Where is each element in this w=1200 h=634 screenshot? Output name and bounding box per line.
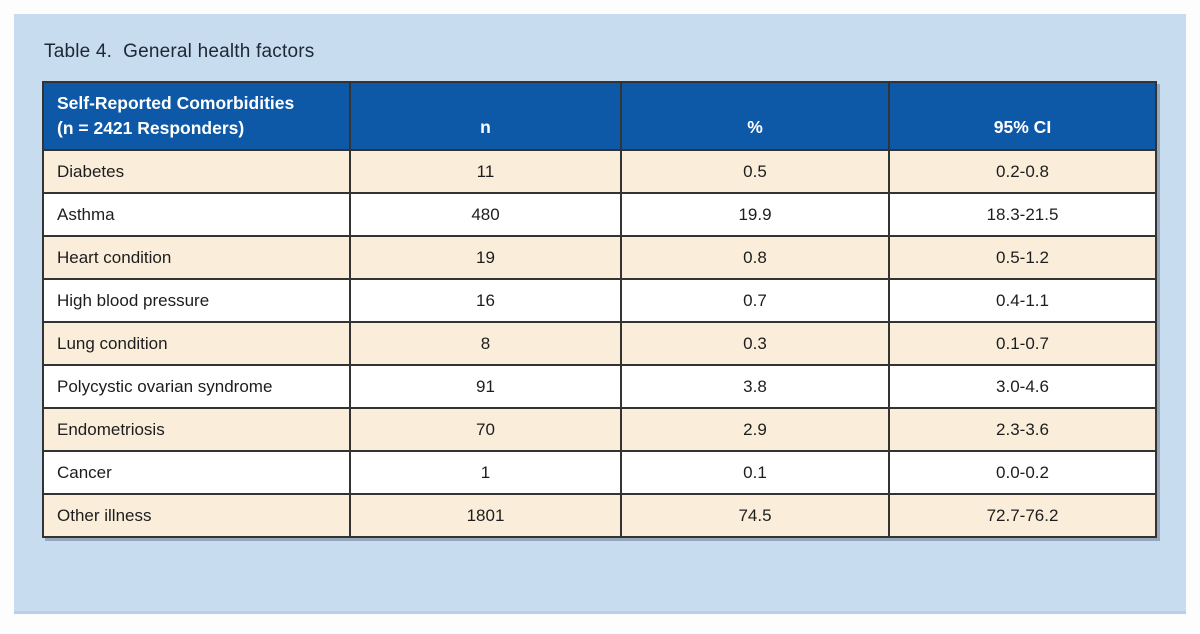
table-row: Lung condition 8 0.3 0.1-0.7: [42, 321, 1157, 366]
row-label-cell: Other illness: [42, 493, 351, 538]
ci-cell: 18.3-21.5: [888, 192, 1157, 237]
row-label-cell: Heart condition: [42, 235, 351, 280]
row-label-cell: Diabetes: [42, 149, 351, 194]
percent-cell: 0.5: [620, 149, 890, 194]
ci-cell: 0.0-0.2: [888, 450, 1157, 495]
table-row: Other illness 1801 74.5 72.7-76.2: [42, 493, 1157, 538]
ci-cell: 72.7-76.2: [888, 493, 1157, 538]
n-cell: 480: [349, 192, 622, 237]
ci-cell: 0.1-0.7: [888, 321, 1157, 366]
row-label-cell: Polycystic ovarian syndrome: [42, 364, 351, 409]
n-cell: 8: [349, 321, 622, 366]
ci-cell: 0.2-0.8: [888, 149, 1157, 194]
column-header-comorbidities-line1: Self-Reported Comorbidities: [57, 93, 295, 113]
table-title: Table 4. General health factors: [44, 41, 315, 62]
table-row: Heart condition 19 0.8 0.5-1.2: [42, 235, 1157, 280]
percent-cell: 0.7: [620, 278, 890, 323]
n-cell: 91: [349, 364, 622, 409]
percent-cell: 74.5: [620, 493, 890, 538]
figure-panel: Table 4. General health factors Self-Rep…: [14, 14, 1186, 614]
table-row: Cancer 1 0.1 0.0-0.2: [42, 450, 1157, 495]
column-header-n: n: [349, 81, 622, 151]
column-header-percent: %: [620, 81, 890, 151]
ci-cell: 0.4-1.1: [888, 278, 1157, 323]
table-row: Asthma 480 19.9 18.3-21.5: [42, 192, 1157, 237]
n-cell: 1: [349, 450, 622, 495]
table-row: High blood pressure 16 0.7 0.4-1.1: [42, 278, 1157, 323]
percent-cell: 2.9: [620, 407, 890, 452]
n-cell: 70: [349, 407, 622, 452]
row-label-cell: Asthma: [42, 192, 351, 237]
health-factors-table: Self-Reported Comorbidities (n = 2421 Re…: [42, 81, 1157, 538]
table-row: Endometriosis 70 2.9 2.3-3.6: [42, 407, 1157, 452]
row-label-cell: Cancer: [42, 450, 351, 495]
ci-cell: 2.3-3.6: [888, 407, 1157, 452]
table-row: Diabetes 11 0.5 0.2-0.8: [42, 149, 1157, 194]
ci-cell: 0.5-1.2: [888, 235, 1157, 280]
percent-cell: 0.8: [620, 235, 890, 280]
column-header-comorbidities: Self-Reported Comorbidities (n = 2421 Re…: [42, 81, 351, 151]
table-header-row: Self-Reported Comorbidities (n = 2421 Re…: [42, 81, 1157, 151]
percent-cell: 0.1: [620, 450, 890, 495]
n-cell: 19: [349, 235, 622, 280]
n-cell: 11: [349, 149, 622, 194]
percent-cell: 0.3: [620, 321, 890, 366]
row-label-cell: High blood pressure: [42, 278, 351, 323]
percent-cell: 3.8: [620, 364, 890, 409]
n-cell: 1801: [349, 493, 622, 538]
ci-cell: 3.0-4.6: [888, 364, 1157, 409]
row-label-cell: Endometriosis: [42, 407, 351, 452]
row-label-cell: Lung condition: [42, 321, 351, 366]
n-cell: 16: [349, 278, 622, 323]
column-header-comorbidities-line2: (n = 2421 Responders): [57, 118, 245, 138]
table-row: Polycystic ovarian syndrome 91 3.8 3.0-4…: [42, 364, 1157, 409]
column-header-ci: 95% CI: [888, 81, 1157, 151]
percent-cell: 19.9: [620, 192, 890, 237]
